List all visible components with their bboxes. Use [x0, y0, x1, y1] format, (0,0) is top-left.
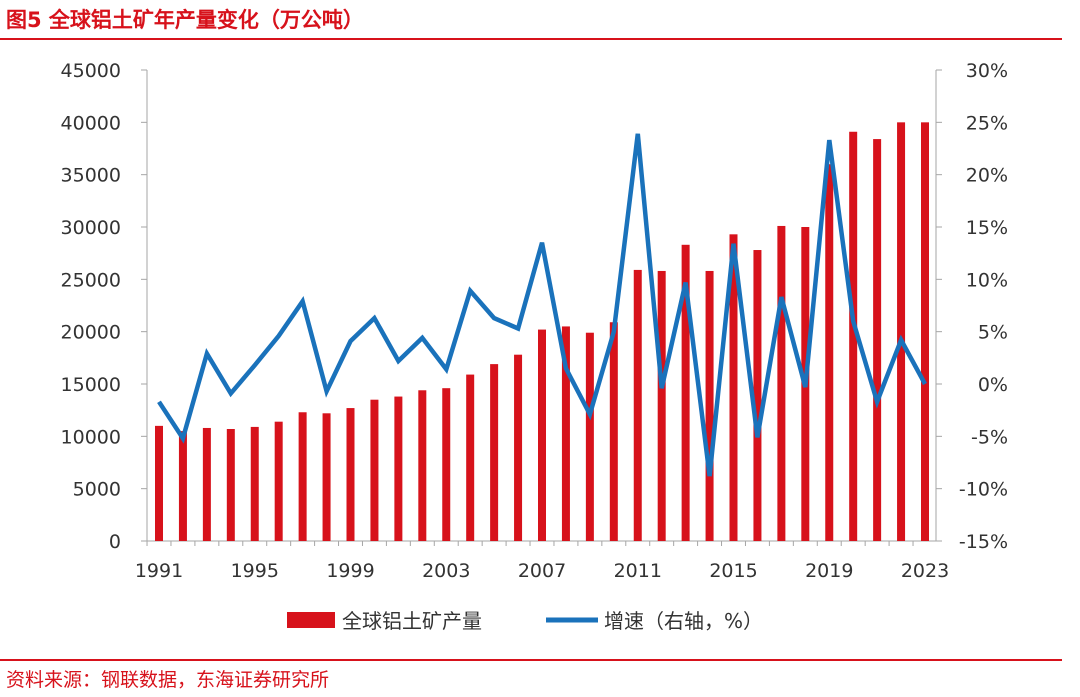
left-tick-label: 30000	[61, 217, 121, 239]
right-tick-label: 20%	[966, 165, 1008, 187]
left-tick-label: 40000	[61, 112, 121, 134]
line-series	[157, 133, 927, 477]
bar	[490, 364, 499, 541]
bar	[538, 329, 546, 541]
footer-divider	[0, 659, 1062, 661]
bar	[155, 425, 163, 541]
bar	[609, 322, 618, 541]
right-tick-label: 5%	[978, 322, 1008, 344]
x-tick-label: 2019	[805, 560, 853, 582]
bar	[394, 396, 403, 541]
bar	[705, 270, 714, 541]
right-tick-label: -10%	[959, 479, 1008, 501]
legend-bar-swatch	[287, 612, 335, 628]
bar	[298, 412, 307, 541]
bar	[418, 390, 427, 541]
bar	[633, 269, 642, 541]
bar	[466, 374, 475, 541]
x-tick-label: 1999	[326, 560, 374, 582]
bar	[873, 139, 882, 541]
bar	[178, 431, 187, 541]
right-tick-label: 25%	[966, 112, 1008, 134]
right-tick-label: 0%	[978, 374, 1008, 396]
left-tick-label: 0	[109, 531, 121, 553]
bar	[729, 234, 738, 541]
bar	[825, 164, 834, 541]
bar	[346, 408, 355, 541]
x-tick-label: 1991	[135, 560, 183, 582]
left-tick-label: 5000	[73, 479, 121, 501]
left-tick-label: 20000	[61, 322, 121, 344]
tick-labels: 0 5000 10000 15000 20000 25000 30000 35000 40000…	[61, 60, 1008, 582]
bar	[370, 399, 379, 541]
left-tick-label: 35000	[61, 165, 121, 187]
x-tick-label: 2011	[614, 560, 662, 582]
right-tick-label: 15%	[966, 217, 1008, 239]
bar	[681, 244, 690, 541]
legend-line-label: 增速（右轴，%）	[604, 609, 763, 633]
left-tick-label: 25000	[61, 269, 121, 291]
bar	[561, 326, 570, 541]
x-tick-label: 2003	[422, 560, 470, 582]
x-tick-label: 2023	[901, 560, 949, 582]
source-note: 资料来源：钢联数据，东海证券研究所	[6, 669, 330, 691]
header-divider	[0, 38, 1062, 40]
right-tick-label: -15%	[959, 531, 1008, 553]
bar	[897, 122, 906, 541]
x-tick-label: 2015	[709, 560, 757, 582]
bar	[657, 270, 666, 541]
bar	[921, 122, 929, 541]
legend: 全球铝土矿产量 增速（右轴，%）	[287, 609, 763, 633]
bar	[442, 388, 451, 541]
bar	[753, 250, 762, 541]
right-tick-label: -5%	[971, 426, 1008, 448]
left-tick-label: 10000	[61, 426, 121, 448]
legend-bar-label: 全球铝土矿产量	[342, 609, 482, 633]
bar	[514, 354, 523, 541]
bar	[849, 131, 858, 541]
bar	[250, 426, 259, 541]
bar	[585, 332, 594, 541]
x-tick-label: 1995	[231, 560, 279, 582]
bar-series	[155, 122, 929, 541]
bar	[202, 427, 211, 541]
bar	[226, 429, 235, 541]
bar	[274, 421, 283, 541]
x-tick-label: 2007	[518, 560, 566, 582]
chart: 0 5000 10000 15000 20000 25000 30000 35000 40000…	[61, 60, 1008, 633]
left-tick-label: 45000	[61, 60, 121, 82]
right-tick-label: 10%	[966, 269, 1008, 291]
bar	[777, 225, 786, 541]
left-tick-label: 15000	[61, 374, 121, 396]
page-title: 图5 全球铝土矿年产量变化（万公吨）	[6, 8, 364, 32]
right-tick-label: 30%	[966, 60, 1008, 82]
bar	[322, 413, 331, 541]
